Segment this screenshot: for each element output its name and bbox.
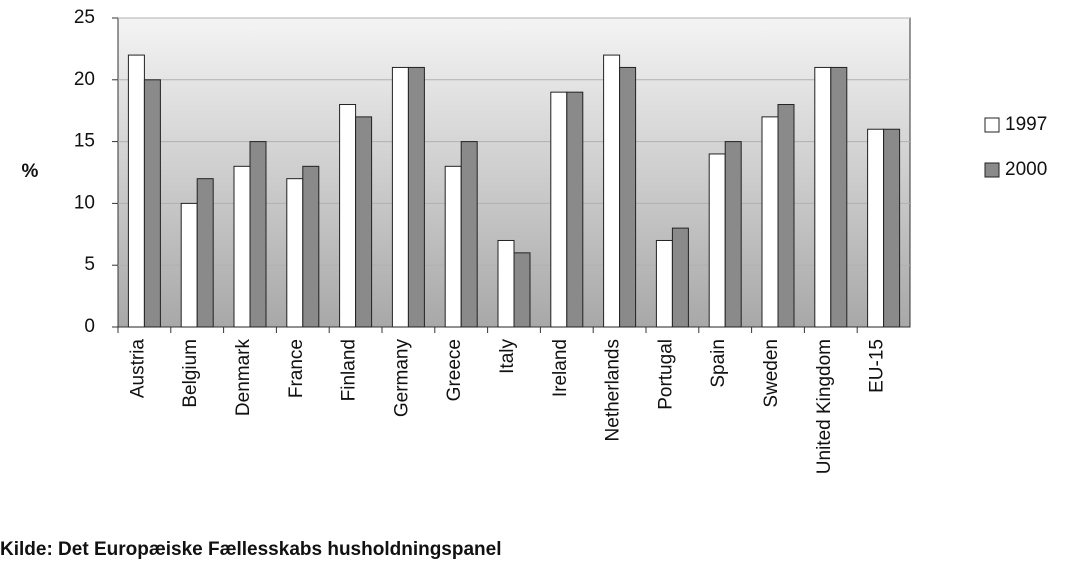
bar xyxy=(550,91,568,328)
bar xyxy=(339,104,357,328)
bar xyxy=(302,165,320,328)
x-tick-label: Portugal xyxy=(655,339,676,410)
x-tick-label: Ireland xyxy=(550,339,571,397)
bar xyxy=(286,178,304,328)
x-tick-label: France xyxy=(286,339,307,398)
x-tick-label: Greece xyxy=(444,339,465,401)
bar xyxy=(444,165,462,328)
bar xyxy=(867,128,885,328)
x-tick-label: United Kingdom xyxy=(814,339,835,474)
y-tick-label: 20 xyxy=(74,69,95,90)
x-tick-label: EU-15 xyxy=(867,339,888,393)
bar xyxy=(671,227,689,328)
y-tick-label: 5 xyxy=(84,254,95,275)
bar xyxy=(355,116,373,328)
x-tick-label: Belgium xyxy=(180,339,201,408)
y-tick-label: 10 xyxy=(74,192,95,213)
bar xyxy=(127,54,145,328)
bar xyxy=(513,252,531,328)
legend-swatch xyxy=(984,117,1000,133)
bar xyxy=(391,66,409,328)
x-tick-label: Sweden xyxy=(761,339,782,408)
y-tick-label: 15 xyxy=(74,131,95,152)
legend-swatch xyxy=(984,162,1000,178)
bar xyxy=(655,239,673,328)
bar xyxy=(180,202,198,328)
bar xyxy=(777,104,795,328)
bar xyxy=(708,153,726,328)
bar xyxy=(814,66,832,328)
x-tick-label: Spain xyxy=(708,339,729,388)
x-tick-label: Finland xyxy=(339,339,360,401)
bar xyxy=(830,66,848,328)
bar xyxy=(619,66,637,328)
legend-label: 2000 xyxy=(1005,159,1047,180)
y-axis-label: % xyxy=(22,161,39,182)
bar xyxy=(724,141,742,328)
bar xyxy=(761,116,779,328)
bar xyxy=(143,79,161,328)
x-tick-label: Denmark xyxy=(233,339,254,417)
y-tick-label: 25 xyxy=(74,7,95,28)
bar xyxy=(883,128,901,328)
bar xyxy=(603,54,621,328)
x-tick-label: Italy xyxy=(497,339,518,374)
x-tick-label: Austria xyxy=(127,339,148,399)
bar xyxy=(249,141,267,328)
y-tick-label: 0 xyxy=(84,316,95,337)
bar xyxy=(196,178,214,328)
x-tick-label: Netherlands xyxy=(603,339,624,441)
bar xyxy=(233,165,251,328)
bar xyxy=(407,66,425,328)
legend-label: 1997 xyxy=(1005,114,1047,135)
bar xyxy=(566,91,584,328)
source-note: Kilde: Det Europæiske Fællesskabs hushol… xyxy=(0,539,502,560)
bar xyxy=(460,141,478,328)
x-tick-label: Germany xyxy=(391,339,412,418)
bar xyxy=(497,239,515,328)
